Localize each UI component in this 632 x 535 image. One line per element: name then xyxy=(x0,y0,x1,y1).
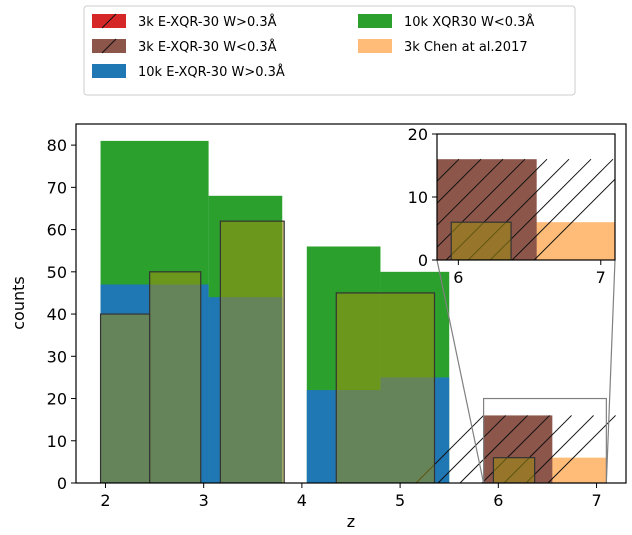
y-tick-label: 40 xyxy=(47,305,67,324)
inset-bar-olive-overlay-4 xyxy=(450,221,512,260)
inset-y-tick-label: 20 xyxy=(408,125,428,144)
legend-hatch-3k-e-xqr-30-w-0-3 xyxy=(101,38,117,54)
main-hatch-3k-e-xqr-30-w-0-3-0 xyxy=(459,415,528,483)
legend-label-3k-e-xqr-30-w-0-3: 3k E-XQR-30 W<0.3Å xyxy=(138,39,277,55)
legend-label-3k-e-xqr-30-w-0-3: 3k E-XQR-30 W>0.3Å xyxy=(138,14,277,30)
zoom-connector-left xyxy=(436,259,485,484)
main-hatch-3k-e-xqr-30-w-0-3-0 xyxy=(525,415,594,483)
legend-hatch-3k-e-xqr-30-w-0-3 xyxy=(101,13,117,29)
main-bar-olive-overlay-1 xyxy=(149,271,202,483)
inset-y-tick-label: 10 xyxy=(408,188,428,207)
inset-hatch-3k-e-xqr-30-w-0-3-0 xyxy=(437,158,526,248)
y-tick-label: 70 xyxy=(47,178,67,197)
inset-hatch-3k-e-xqr-30-w-0-3-0 xyxy=(437,158,482,204)
inset-hatch-3k-e-xqr-30-w-0-3-0 xyxy=(533,178,615,260)
inset-hatch-3k-e-xqr-30-w-0-3-0 xyxy=(437,158,460,182)
y-tick-label: 20 xyxy=(47,390,67,409)
inset-bar-10k-e-xqr-30-w-0-3-0 xyxy=(0,0,38,260)
inset-bar-olive-overlay-1 xyxy=(0,0,27,260)
legend-label-10k-e-xqr-30-w-0-3: 10k E-XQR-30 W>0.3Å xyxy=(138,64,285,80)
main-bar-olive-overlay-3 xyxy=(335,292,436,483)
y-tick-label: 30 xyxy=(47,347,67,366)
legend: 3k E-XQR-30 W>0.3Å 3k E-XQR-30 W<0.3Å 10k … xyxy=(83,5,576,96)
legend-frame xyxy=(83,5,576,96)
x-tick-label: 3 xyxy=(199,491,209,510)
inset-y-tick-label: 0 xyxy=(418,251,428,270)
x-tick-label: 6 xyxy=(493,491,503,510)
inset-hatch-3k-e-xqr-30-w-0-3-0 xyxy=(511,158,614,260)
y-tick-label: 80 xyxy=(47,136,67,155)
x-axis-label: z xyxy=(347,512,355,531)
main-hatch-3k-e-xqr-30-w-0-3-0 xyxy=(547,415,616,483)
x-tick-label: 7 xyxy=(591,491,601,510)
main-bar-olive-overlay-0 xyxy=(99,313,151,483)
plot-frame xyxy=(75,123,627,484)
inset-hatch-3k-e-xqr-30-w-0-3-0 xyxy=(437,158,504,226)
zoom-connector-right xyxy=(605,259,616,484)
inset-bar-10k-xqr30-w-0-3-0 xyxy=(0,0,38,260)
main-hatch-3k-e-xqr-30-w-0-3-0 xyxy=(437,415,506,483)
y-tick-label: 50 xyxy=(47,263,67,282)
legend-swatch-10k-e-xqr-30-w-0-3 xyxy=(92,64,126,78)
legend-swatch-10k-xqr30-w-0-3 xyxy=(358,14,392,28)
main-bar-olive-overlay-2 xyxy=(219,220,285,483)
inset-x-tick-label: 7 xyxy=(596,268,606,287)
y-tick-label: 60 xyxy=(47,221,67,240)
y-tick-label: 10 xyxy=(47,432,67,451)
legend-swatch-3k-chen-at-al-2017 xyxy=(358,39,392,53)
x-tick-label: 2 xyxy=(100,491,110,510)
y-axis-label: counts xyxy=(9,276,28,329)
legend-label-3k-chen-at-al-2017: 3k Chen at al.2017 xyxy=(404,40,528,55)
y-tick-label: 0 xyxy=(57,474,67,493)
main-bar-olive-overlay-4 xyxy=(492,457,536,483)
x-tick-label: 4 xyxy=(297,491,307,510)
inset-x-tick-label: 6 xyxy=(453,268,463,287)
x-tick-label: 5 xyxy=(395,491,405,510)
legend-label-10k-xqr30-w-0-3: 10k XQR30 W<0.3Å xyxy=(404,14,534,30)
